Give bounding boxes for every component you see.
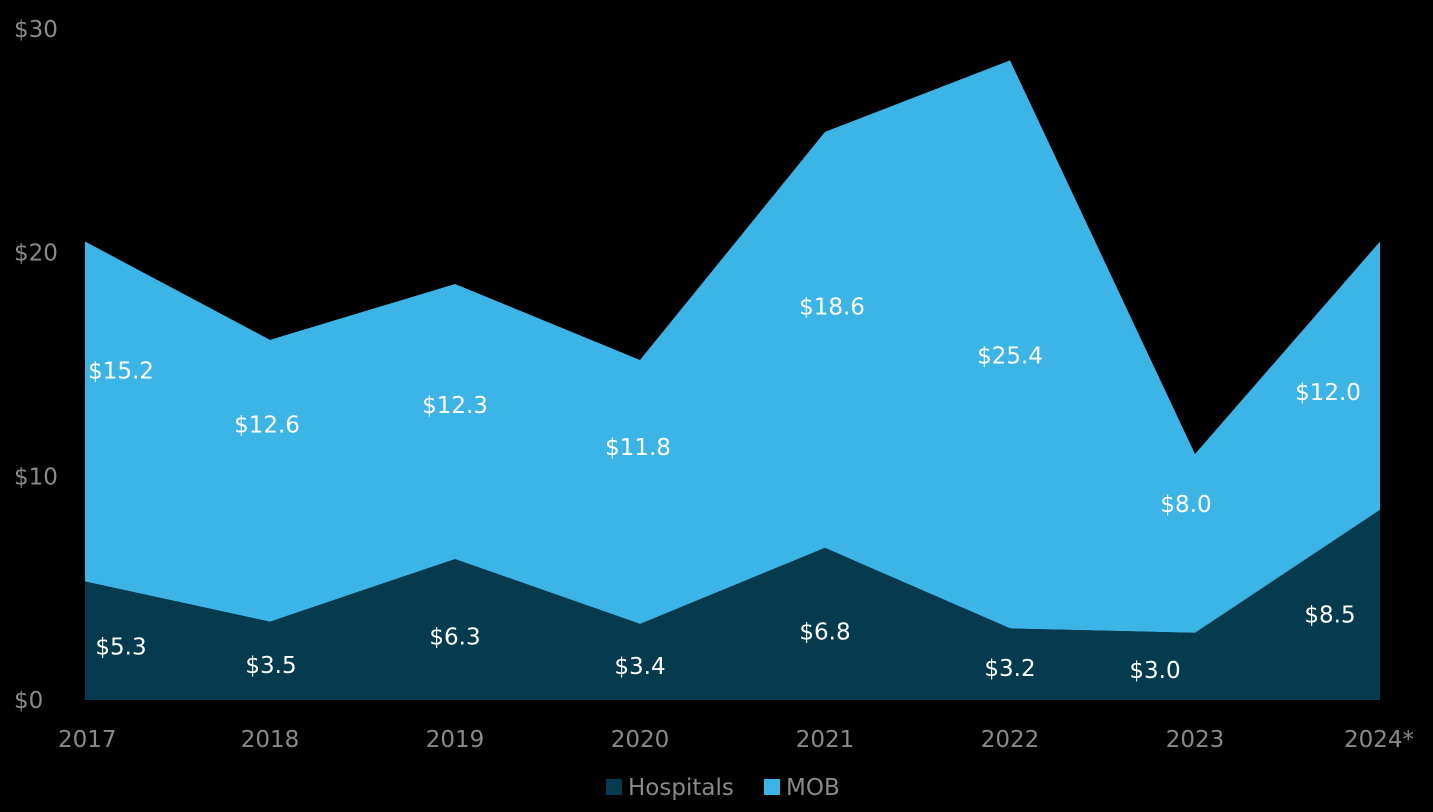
legend-label-hospitals: Hospitals xyxy=(628,775,734,801)
data-label-hospitals: $5.3 xyxy=(95,635,146,661)
legend-swatch-hospitals xyxy=(606,779,622,795)
data-label-mob: $12.6 xyxy=(234,412,300,438)
area-hospitals xyxy=(85,509,1380,700)
data-label-hospitals: $3.5 xyxy=(245,653,296,679)
y-tick-label: $20 xyxy=(14,241,58,267)
series-areas xyxy=(85,60,1380,700)
data-label-mob: $25.4 xyxy=(977,344,1043,370)
data-label-hospitals: $8.5 xyxy=(1304,602,1355,628)
legend-swatch-mob xyxy=(764,779,780,795)
x-tick-label: 2021 xyxy=(796,727,855,753)
y-tick-label: $10 xyxy=(14,464,58,490)
x-axis: 2017 2018 2019 2020 2021 2022 2023 2024* xyxy=(58,727,1414,753)
y-tick-label: $30 xyxy=(14,17,58,43)
x-tick-label: 2020 xyxy=(611,727,670,753)
area-mob xyxy=(85,60,1380,633)
x-tick-label: 2018 xyxy=(241,727,300,753)
y-tick-label: $0 xyxy=(14,688,43,714)
legend-label-mob: MOB xyxy=(786,775,840,801)
x-tick-label: 2024* xyxy=(1344,727,1414,753)
data-label-mob: $11.8 xyxy=(605,435,671,461)
x-tick-label: 2017 xyxy=(58,727,117,753)
data-label-mob: $12.0 xyxy=(1295,380,1361,406)
data-label-hospitals: $3.2 xyxy=(984,656,1035,682)
x-tick-label: 2019 xyxy=(426,727,485,753)
x-tick-label: 2022 xyxy=(981,727,1040,753)
data-label-mob: $15.2 xyxy=(88,359,154,385)
data-labels: $5.3 $3.5 $6.3 $3.4 $6.8 $3.2 $3.0 $8.5 $15.2 $12… xyxy=(88,295,1361,684)
x-tick-label: 2023 xyxy=(1166,727,1225,753)
data-label-mob: $8.0 xyxy=(1160,492,1211,518)
data-label-mob: $12.3 xyxy=(422,393,488,419)
data-label-hospitals: $6.8 xyxy=(799,620,850,646)
data-label-hospitals: $3.0 xyxy=(1129,658,1180,684)
data-label-mob: $18.6 xyxy=(799,295,865,321)
data-label-hospitals: $6.3 xyxy=(429,625,480,651)
data-label-hospitals: $3.4 xyxy=(614,654,665,680)
legend: Hospitals MOB xyxy=(606,775,840,801)
y-axis: $0 $10 $20 $30 xyxy=(14,17,58,714)
